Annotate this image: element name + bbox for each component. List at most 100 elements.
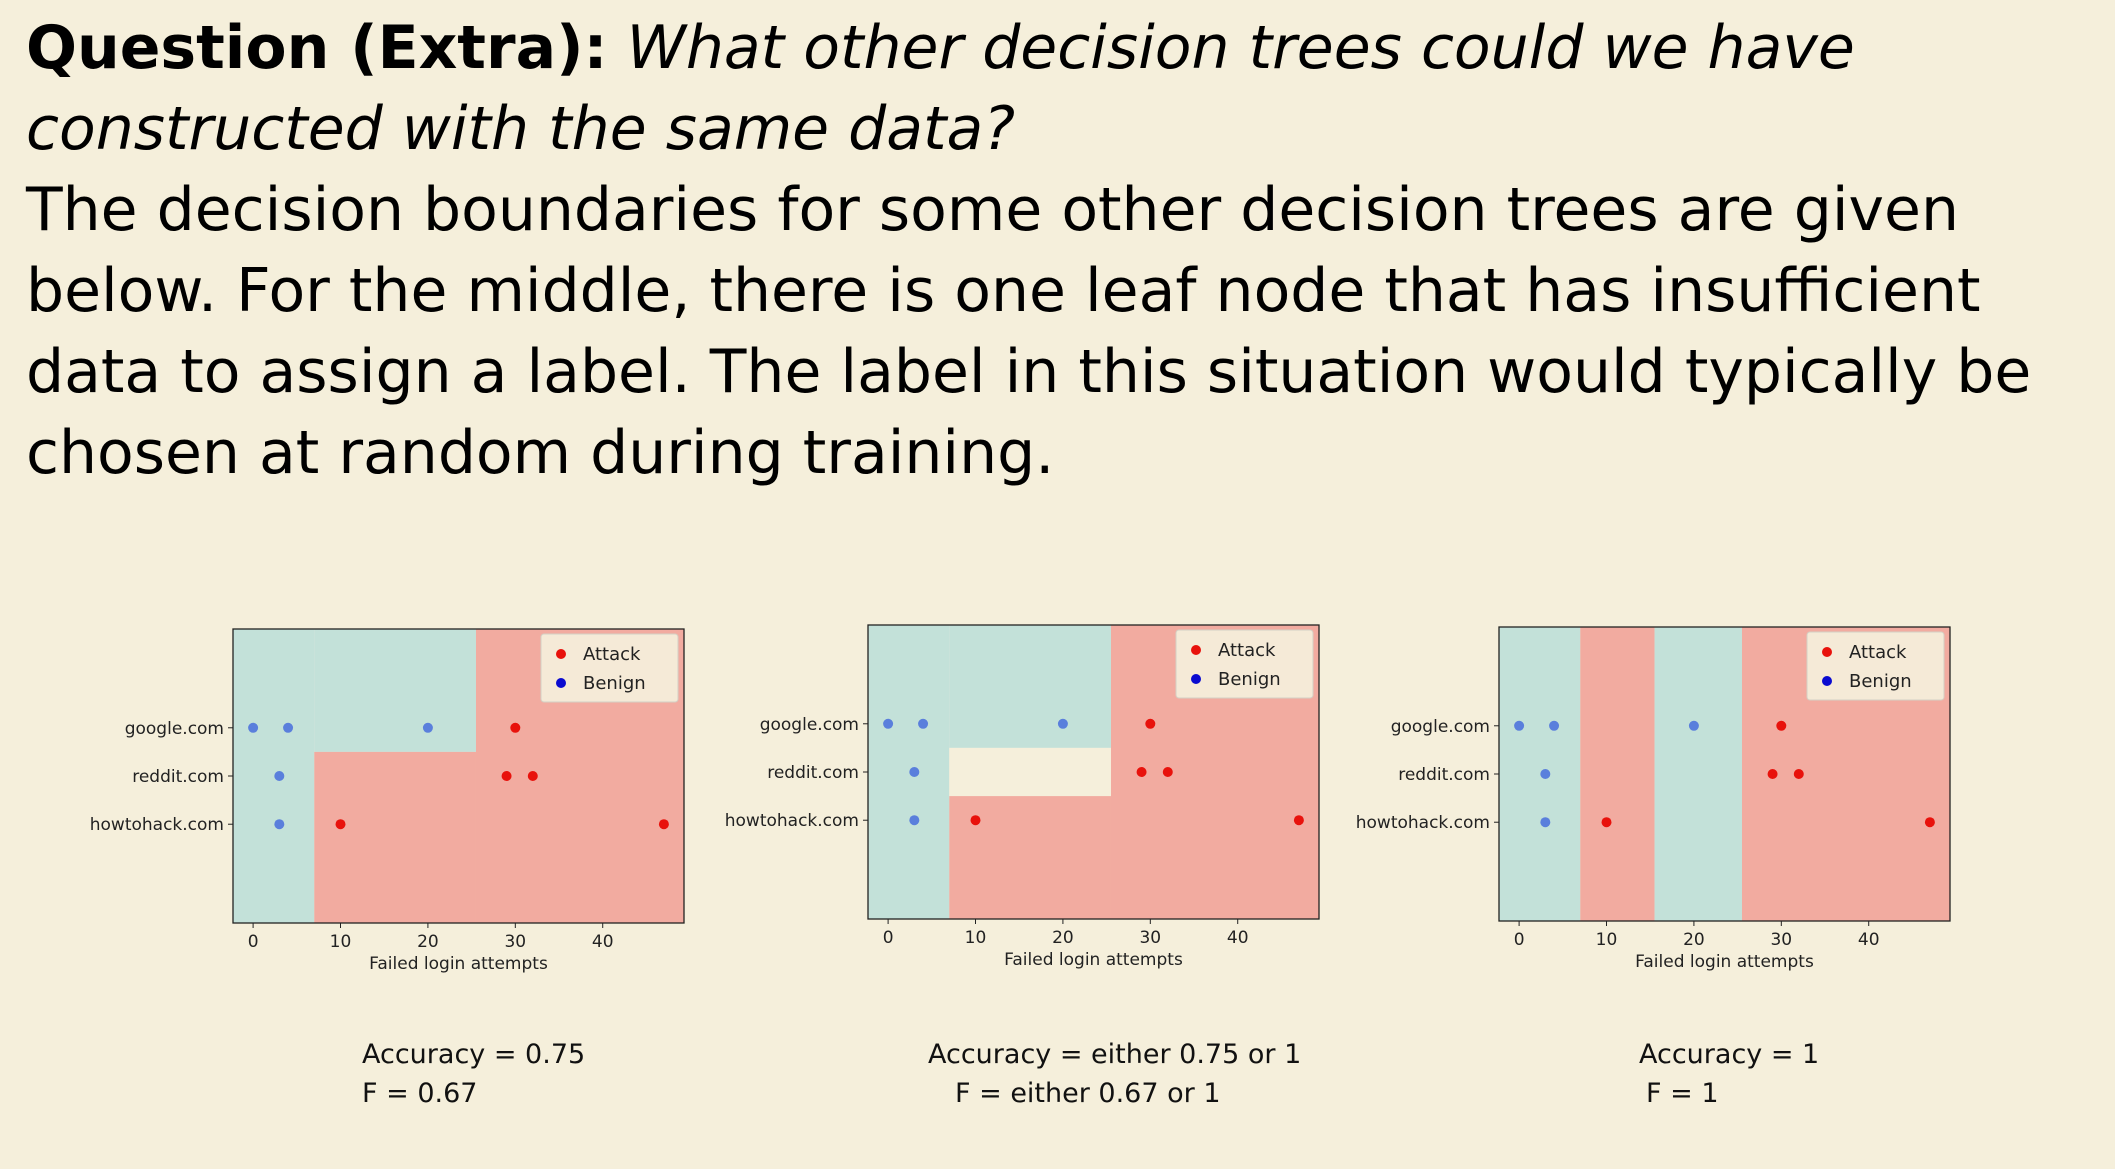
x-tick-label: 20 xyxy=(417,932,439,952)
benign-point xyxy=(909,815,920,826)
legend-box xyxy=(1806,631,1945,701)
benign-point xyxy=(918,718,929,729)
decision-region-benign xyxy=(1654,627,1742,921)
decision-region-benign xyxy=(949,625,1111,748)
y-tick-label: google.com xyxy=(1391,717,1490,737)
y-tick-label: google.com xyxy=(760,715,859,735)
benign-point xyxy=(274,819,285,830)
decision-region-benign xyxy=(314,629,476,752)
f-score-middle: F = either 0.67 or 1 xyxy=(955,1078,1221,1109)
x-tick-label: 40 xyxy=(1227,928,1249,948)
attack-point xyxy=(1793,769,1804,779)
attack-point xyxy=(658,819,669,830)
attack-point xyxy=(1601,817,1612,828)
x-axis-label: Failed login attempts xyxy=(1635,952,1814,972)
x-tick-label: 10 xyxy=(330,932,352,952)
decision-region-attack xyxy=(1580,627,1655,921)
chart-0: google.com reddit.com howtohack.com 0 10 20 30… xyxy=(90,628,685,974)
slide-text: Question (Extra): What other decision tr… xyxy=(26,8,2106,494)
legend-box xyxy=(540,633,679,703)
legend-marker-attack xyxy=(556,649,566,659)
x-tick-label: 20 xyxy=(1683,930,1705,950)
benign-point xyxy=(1514,720,1525,731)
decision-region-attack xyxy=(949,796,1111,919)
charts-row: google.com reddit.com howtohack.com 0 10 20 30… xyxy=(0,600,2115,1109)
benign-point xyxy=(1688,720,1699,731)
question-label: Question (Extra): xyxy=(26,13,608,83)
attack-point xyxy=(1924,817,1935,828)
decision-region-benign xyxy=(1499,627,1581,921)
x-axis-label: Failed login attempts xyxy=(1004,950,1183,970)
legend-label-attack: Attack xyxy=(583,644,641,665)
legend-label-attack: Attack xyxy=(1218,640,1276,661)
accuracy-middle: Accuracy = either 0.75 or 1 xyxy=(928,1039,1302,1070)
benign-point xyxy=(248,722,259,733)
chart-1: google.com reddit.com howtohack.com 0 10 20 30… xyxy=(725,624,1320,970)
benign-point xyxy=(883,718,894,729)
y-tick-label: google.com xyxy=(125,719,224,739)
y-tick-label: howtohack.com xyxy=(1356,813,1490,833)
benign-point xyxy=(283,722,294,733)
x-tick-label: 10 xyxy=(965,928,987,948)
caption-right: Accuracy = 1 F = 1 xyxy=(1639,1035,1819,1113)
body-text: The decision boundaries for some other d… xyxy=(26,175,2032,488)
legend-label-benign: Benign xyxy=(1218,669,1281,690)
x-tick-label: 40 xyxy=(592,932,614,952)
x-tick-label: 0 xyxy=(248,932,259,952)
caption-middle: Accuracy = either 0.75 or 1 F = either 0… xyxy=(928,1035,1301,1113)
charts-svg: google.com reddit.com howtohack.com 0 10 20 30… xyxy=(90,624,1951,974)
caption-left: Accuracy = 0.75 F = 0.67 xyxy=(362,1035,585,1113)
accuracy-right: Accuracy = 1 xyxy=(1639,1039,1820,1070)
x-tick-label: 40 xyxy=(1858,930,1880,950)
legend-marker-attack xyxy=(1822,647,1832,657)
decision-region-unassigned xyxy=(949,747,1111,797)
chart-2: google.com reddit.com howtohack.com 0 10 20 30… xyxy=(1356,626,1951,972)
y-tick-label: reddit.com xyxy=(132,767,224,787)
attack-point xyxy=(1145,718,1156,729)
question-line: Question (Extra): What other decision tr… xyxy=(26,8,2106,170)
attack-point xyxy=(1136,767,1147,777)
legend-label-benign: Benign xyxy=(1849,671,1912,692)
decision-region-benign xyxy=(868,625,950,919)
question-text: What other decision trees could we have … xyxy=(26,13,1855,164)
benign-point xyxy=(909,767,920,777)
attack-point xyxy=(1776,720,1787,731)
attack-point xyxy=(510,722,521,733)
legend-marker-benign xyxy=(1822,676,1832,686)
attack-point xyxy=(335,819,346,830)
attack-point xyxy=(1162,767,1173,777)
legend-marker-attack xyxy=(1191,645,1201,655)
attack-point xyxy=(501,771,512,781)
x-tick-label: 0 xyxy=(1514,930,1525,950)
attack-point xyxy=(1767,769,1778,779)
benign-point xyxy=(1057,718,1068,729)
f-score-left: F = 0.67 xyxy=(362,1078,478,1109)
attack-point xyxy=(1293,815,1304,826)
decision-region-benign xyxy=(233,629,315,923)
y-tick-label: howtohack.com xyxy=(725,811,859,831)
x-tick-label: 20 xyxy=(1052,928,1074,948)
benign-point xyxy=(274,771,285,781)
x-tick-label: 0 xyxy=(883,928,894,948)
y-tick-label: howtohack.com xyxy=(90,815,224,835)
y-tick-label: reddit.com xyxy=(1398,765,1490,785)
benign-point xyxy=(1549,720,1560,731)
legend-label-attack: Attack xyxy=(1849,642,1907,663)
legend-marker-benign xyxy=(556,678,566,688)
benign-point xyxy=(1540,769,1551,779)
x-tick-label: 30 xyxy=(1770,930,1792,950)
y-tick-label: reddit.com xyxy=(767,763,859,783)
legend-marker-benign xyxy=(1191,674,1201,684)
f-score-right: F = 1 xyxy=(1646,1078,1719,1109)
attack-point xyxy=(527,771,538,781)
x-tick-label: 10 xyxy=(1596,930,1618,950)
legend-box xyxy=(1175,629,1314,699)
benign-point xyxy=(422,722,433,733)
benign-point xyxy=(1540,817,1551,828)
x-axis-label: Failed login attempts xyxy=(369,954,548,974)
accuracy-left: Accuracy = 0.75 xyxy=(362,1039,586,1070)
attack-point xyxy=(970,815,981,826)
legend-label-benign: Benign xyxy=(583,673,646,694)
decision-region-attack xyxy=(314,751,476,923)
x-tick-label: 30 xyxy=(1139,928,1161,948)
